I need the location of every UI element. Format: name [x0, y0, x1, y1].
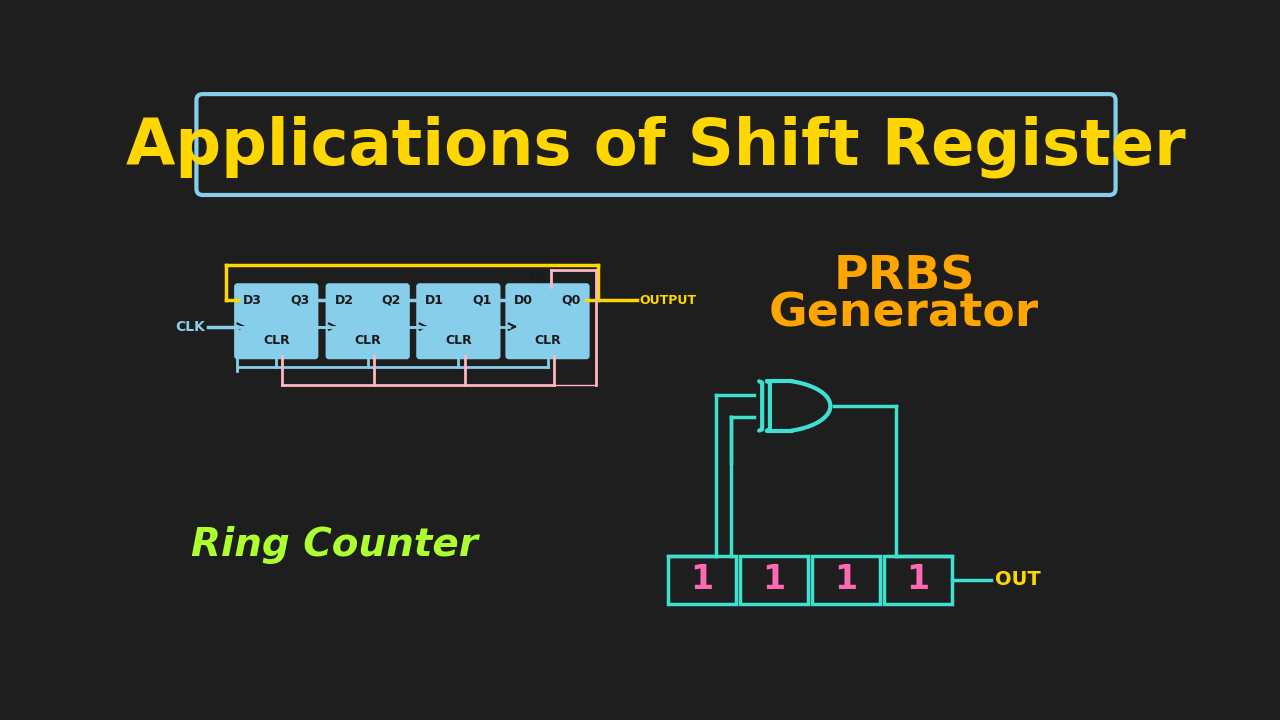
Text: Ring Counter: Ring Counter: [191, 526, 477, 564]
Text: OUTPUT: OUTPUT: [639, 294, 696, 307]
Text: Q0: Q0: [562, 294, 581, 307]
Text: CLR: CLR: [445, 334, 472, 347]
Text: OUT: OUT: [995, 570, 1041, 590]
FancyBboxPatch shape: [326, 284, 408, 359]
Bar: [668, 556, 736, 604]
Text: PR: PR: [529, 272, 548, 285]
Bar: [812, 556, 879, 604]
Text: Applications of Shift Register: Applications of Shift Register: [127, 115, 1185, 178]
Bar: [740, 556, 808, 604]
Text: D1: D1: [425, 294, 444, 307]
Text: 1: 1: [835, 564, 858, 596]
Text: Generator: Generator: [769, 291, 1039, 336]
Text: 1: 1: [690, 564, 713, 596]
Bar: [884, 556, 952, 604]
FancyBboxPatch shape: [236, 284, 317, 359]
Text: CLR: CLR: [534, 334, 561, 347]
Text: 1: 1: [906, 564, 929, 596]
Text: CLR: CLR: [355, 334, 381, 347]
FancyBboxPatch shape: [417, 284, 499, 359]
Text: 1: 1: [762, 564, 786, 596]
Text: CLR: CLR: [262, 334, 289, 347]
Text: Q2: Q2: [381, 294, 401, 307]
Text: D0: D0: [515, 294, 534, 307]
Text: D2: D2: [334, 294, 353, 307]
FancyBboxPatch shape: [196, 94, 1116, 195]
FancyBboxPatch shape: [507, 284, 589, 359]
Text: Q1: Q1: [472, 294, 492, 307]
Text: Q3: Q3: [291, 294, 310, 307]
Text: D3: D3: [243, 294, 262, 307]
Text: PRBS: PRBS: [833, 255, 975, 300]
Text: CLK: CLK: [175, 320, 205, 333]
